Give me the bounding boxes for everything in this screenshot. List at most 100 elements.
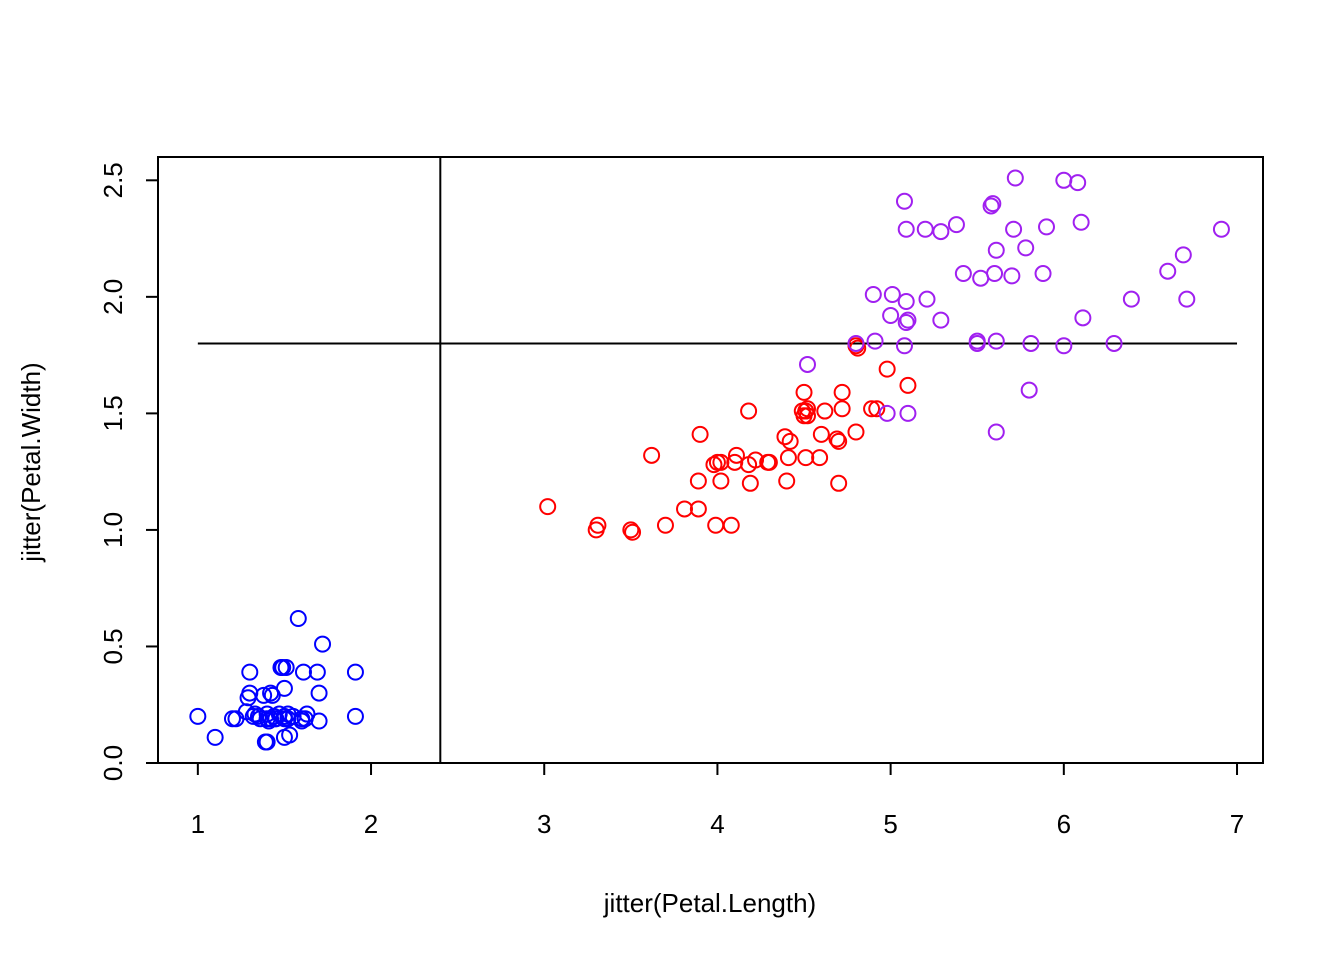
data-point <box>882 306 900 324</box>
data-point <box>1055 337 1073 355</box>
data-point <box>275 679 293 697</box>
data-point <box>1069 174 1087 192</box>
data-point <box>1174 246 1192 264</box>
data-point <box>727 446 745 464</box>
data-point <box>1074 309 1092 327</box>
data-point <box>1034 265 1052 283</box>
data-point <box>241 663 259 681</box>
data-point <box>982 197 1000 215</box>
data-point <box>897 293 915 311</box>
data-point <box>741 474 759 492</box>
data-point <box>267 710 285 728</box>
data-point <box>1003 267 1021 285</box>
data-point <box>624 523 642 541</box>
data-point <box>932 311 950 329</box>
data-point <box>987 332 1005 350</box>
data-point <box>798 400 816 418</box>
data-point <box>864 286 882 304</box>
data-point <box>689 500 707 518</box>
data-point <box>897 220 915 238</box>
data-point <box>866 332 884 350</box>
data-point <box>1178 290 1196 308</box>
data-point <box>656 516 674 534</box>
y-tick-label: 2.5 <box>98 162 128 198</box>
data-point <box>986 265 1004 283</box>
data-point <box>816 402 834 420</box>
data-point <box>954 265 972 283</box>
data-point <box>1038 218 1056 236</box>
data-point <box>346 663 364 681</box>
x-tick-label: 3 <box>537 809 551 839</box>
data-point <box>740 402 758 420</box>
data-point <box>722 516 740 534</box>
data-point <box>830 474 848 492</box>
data-point <box>255 686 273 704</box>
data-point <box>189 707 207 725</box>
reference-lines <box>197 157 1238 763</box>
x-tick-label: 2 <box>364 809 378 839</box>
data-point <box>1072 213 1090 231</box>
data-point <box>206 728 224 746</box>
data-point <box>539 498 557 516</box>
x-tick-label: 4 <box>710 809 724 839</box>
data-point <box>676 500 694 518</box>
x-tick-label: 7 <box>1230 809 1244 839</box>
data-point <box>281 726 299 744</box>
data-point <box>984 195 1002 213</box>
data-point <box>878 404 896 422</box>
data-point <box>830 432 848 450</box>
data-point <box>812 425 830 443</box>
data-point <box>847 334 865 352</box>
data-point <box>1105 334 1123 352</box>
data-point <box>1017 239 1035 257</box>
data-point <box>811 449 829 467</box>
data-point <box>947 216 965 234</box>
y-axis: 0.0 0.5 1.0 1.5 2.0 2.5 <box>98 162 159 781</box>
data-point <box>968 332 986 350</box>
data-point <box>622 521 640 539</box>
data-point <box>314 635 332 653</box>
data-point <box>1212 220 1230 238</box>
data-point <box>258 705 276 723</box>
data-point <box>899 311 917 329</box>
data-point <box>277 658 295 676</box>
data-point <box>1159 262 1177 280</box>
data-point <box>798 355 816 373</box>
data-point <box>1006 169 1024 187</box>
data-point <box>1020 381 1038 399</box>
data-point <box>589 516 607 534</box>
series-2 <box>539 337 917 541</box>
data-point <box>778 472 796 490</box>
data-point <box>895 192 913 210</box>
data-point <box>797 449 815 467</box>
x-tick-label: 5 <box>883 809 897 839</box>
data-point <box>828 430 846 448</box>
data-point <box>689 472 707 490</box>
data-point <box>310 712 328 730</box>
data-point <box>798 407 816 425</box>
data-point <box>643 446 661 464</box>
data-points <box>189 169 1230 751</box>
data-point <box>918 290 936 308</box>
data-point <box>987 423 1005 441</box>
data-point <box>294 663 312 681</box>
data-point <box>895 337 913 355</box>
data-point <box>256 733 274 751</box>
data-point <box>1022 334 1040 352</box>
data-point <box>833 383 851 401</box>
data-point <box>833 400 851 418</box>
x-tick-label: 6 <box>1057 809 1071 839</box>
data-point <box>346 707 364 725</box>
data-point <box>776 428 794 446</box>
data-point <box>760 453 778 471</box>
data-point <box>987 241 1005 259</box>
data-point <box>691 425 709 443</box>
x-tick-label: 1 <box>191 809 205 839</box>
y-axis-label: jitter(Petal.Width) <box>16 362 46 562</box>
data-point <box>310 684 328 702</box>
data-point <box>308 663 326 681</box>
series-3 <box>798 169 1230 441</box>
data-point <box>899 404 917 422</box>
data-point <box>289 609 307 627</box>
